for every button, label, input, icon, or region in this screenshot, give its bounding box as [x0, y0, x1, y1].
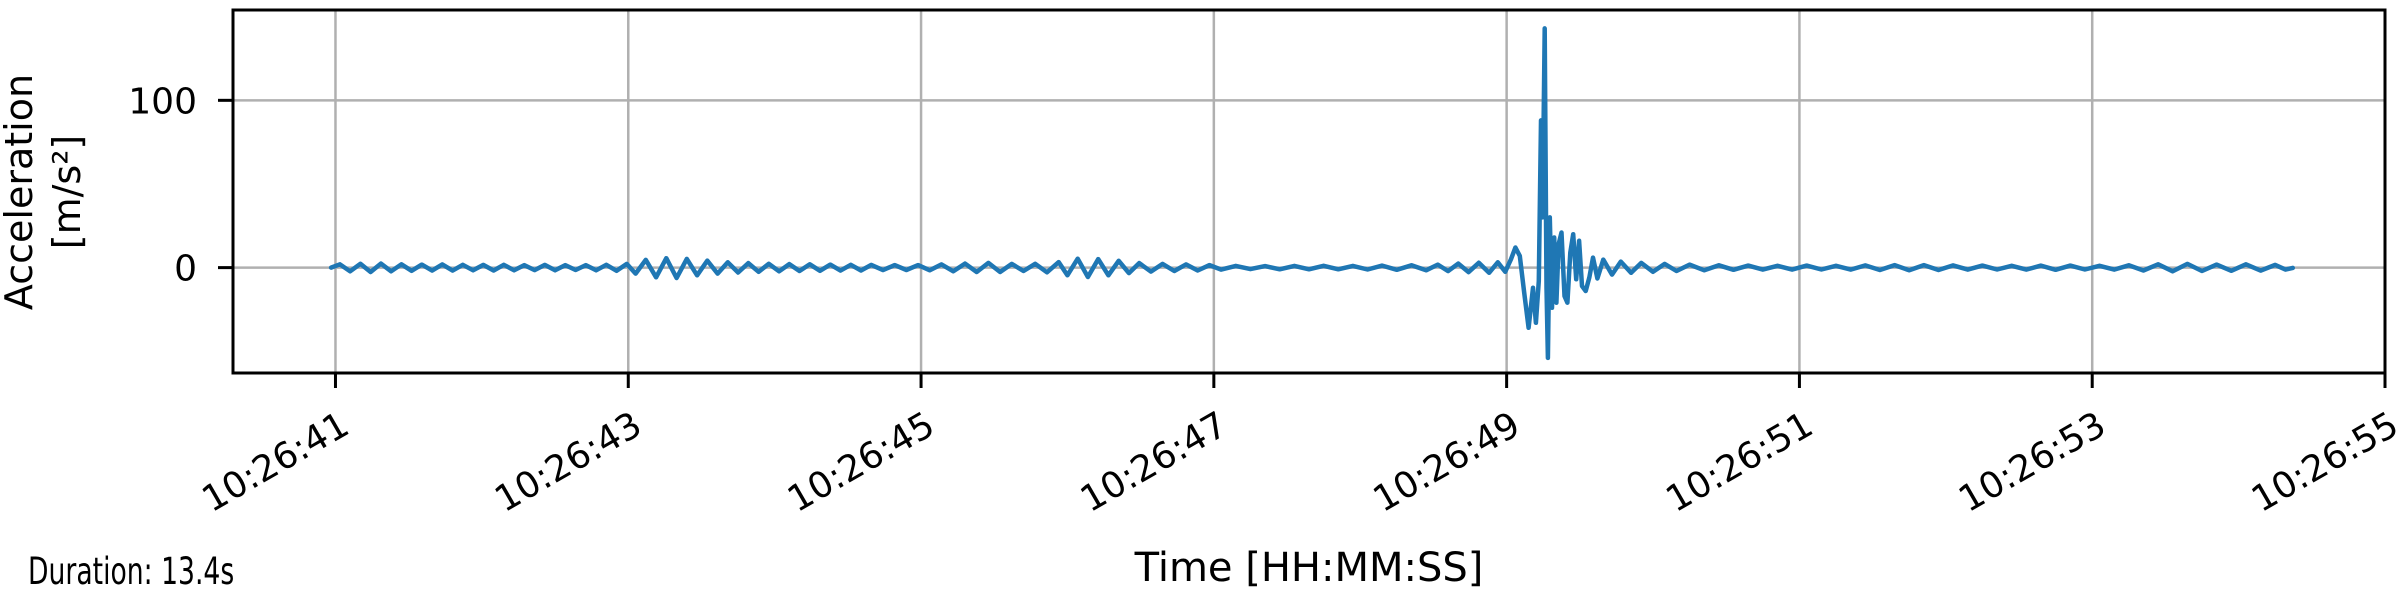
- y-tick-label: 100: [128, 81, 197, 122]
- x-tick-label: 10:26:51: [1659, 404, 1820, 520]
- tick-layer: 10:26:41 10:26:43 10:26:45 10:26:47 10:26:49…: [128, 81, 2400, 520]
- trace-layer: [328, 26, 2296, 361]
- x-tick-label: 10:26:41: [195, 404, 356, 520]
- grid-layer: [233, 10, 2387, 373]
- plot-area-border: [231, 8, 2387, 375]
- x-axis-label: Time [HH:MM:SS]: [1134, 545, 1484, 591]
- duration-annotation: Duration: 13.4s: [28, 550, 234, 594]
- x-tick-label: 10:26:45: [781, 404, 942, 520]
- x-tick-label: 10:26:43: [488, 404, 649, 520]
- x-tick-label: 10:26:49: [1367, 404, 1528, 520]
- acceleration-trace: [328, 26, 2296, 361]
- y-axis-label-line2: [m/s²]: [45, 135, 89, 250]
- x-tick-label: 10:26:47: [1074, 404, 1235, 520]
- y-tick-label: 0: [174, 249, 197, 290]
- x-tick-label: 10:26:53: [1952, 404, 2113, 520]
- x-tick-label: 10:26:55: [2245, 404, 2400, 520]
- y-axis-label-line1: Acceleration: [0, 74, 41, 310]
